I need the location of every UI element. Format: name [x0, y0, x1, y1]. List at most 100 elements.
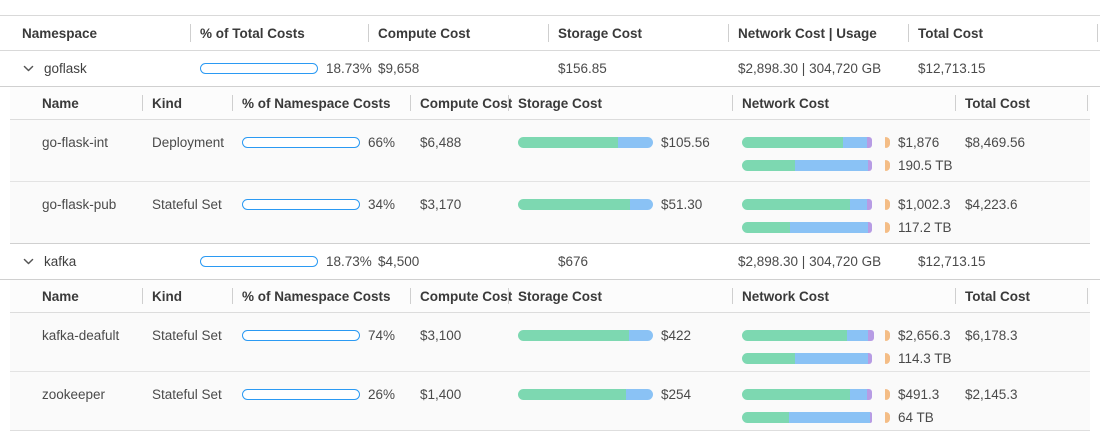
network-bar-tip	[885, 160, 890, 171]
workload-row-kafka-deafult: kafka-deafult Stateful Set 74% $3,100 $4…	[10, 313, 1090, 372]
workload-name: go-flask-pub	[42, 197, 117, 212]
column-header-total-cost: Total Cost	[955, 280, 1090, 312]
compute-cost-value: $3,170	[420, 197, 462, 212]
column-header-name: Name	[42, 95, 79, 111]
column-header-namespace: Namespace	[22, 25, 98, 41]
pct-namespace-costs-value: 34%	[368, 197, 396, 212]
storage-cost-value: $156.85	[558, 61, 607, 76]
network-usage-bar	[742, 353, 875, 364]
compute-cost-value: $3,100	[420, 328, 462, 343]
storage-cost-value: $254	[661, 387, 692, 402]
network-usage-bar	[742, 222, 875, 233]
pct-total-costs-bar	[200, 63, 318, 74]
total-cost-value: $12,713.15	[918, 254, 986, 269]
workload-kind: Stateful Set	[152, 197, 222, 212]
workload-kind: Stateful Set	[152, 328, 222, 343]
pct-namespace-costs-bar	[242, 330, 360, 341]
pct-namespace-costs-value: 26%	[368, 387, 396, 402]
pct-total-costs-value: 18.73%	[326, 254, 372, 269]
network-bar-tip	[885, 389, 890, 400]
column-header-storage-cost: Storage Cost	[548, 16, 728, 50]
kafka-workloads-table: Name Kind % of Namespace Costs Compute C…	[10, 280, 1090, 431]
column-header-storage-cost: Storage Cost	[508, 280, 732, 312]
workload-header-row: Name Kind % of Namespace Costs Compute C…	[10, 87, 1090, 120]
network-cost-usage-value: $2,898.30 | 304,720 GB	[738, 254, 882, 269]
network-bar-tip	[885, 222, 890, 233]
network-cost-bar	[742, 389, 875, 400]
network-cost-bar	[742, 330, 875, 341]
chevron-down-icon[interactable]	[22, 62, 35, 75]
namespace-name: goflask	[44, 61, 87, 76]
main-header-row: Namespace % of Total Costs Compute Cost …	[0, 16, 1100, 51]
compute-cost-value: $1,400	[420, 387, 462, 402]
namespace-row-goflask[interactable]: goflask 18.73% $9,658 $156.85 $2,898.30 …	[0, 51, 1100, 87]
storage-cost-bar	[518, 137, 653, 148]
network-bar-tip	[885, 199, 890, 210]
pct-total-costs-value: 18.73%	[326, 61, 372, 76]
total-cost-value: $4,223.6	[965, 197, 1018, 212]
compute-cost-value: $4,500	[378, 254, 420, 269]
storage-cost-value: $422	[661, 328, 692, 343]
network-usage-value: 190.5 TB	[898, 158, 953, 173]
network-cost-value: $2,656.3	[898, 328, 951, 343]
total-cost-value: $6,178.3	[965, 328, 1018, 343]
workload-kind: Stateful Set	[152, 387, 222, 402]
column-header-pct-namespace-costs: % of Namespace Costs	[232, 87, 410, 119]
network-usage-bar	[742, 412, 875, 423]
compute-cost-value: $9,658	[378, 61, 420, 76]
storage-cost-value: $105.56	[661, 135, 710, 150]
workload-row-go-flask-pub: go-flask-pub Stateful Set 34% $3,170 $51…	[10, 182, 1090, 244]
pct-namespace-costs-bar	[242, 199, 360, 210]
pct-namespace-costs-value: 74%	[368, 328, 396, 343]
pct-namespace-costs-value: 66%	[368, 135, 396, 150]
network-usage-value: 114.3 TB	[898, 351, 952, 366]
workload-row-zookeeper: zookeeper Stateful Set 26% $1,400 $254	[10, 372, 1090, 431]
column-header-total-cost: Total Cost	[908, 16, 1100, 50]
storage-cost-bar	[518, 199, 653, 210]
total-cost-value: $12,713.15	[918, 61, 986, 76]
storage-cost-bar	[518, 330, 653, 341]
column-header-pct-total-costs: % of Total Costs	[190, 16, 368, 50]
workload-row-go-flask-int: go-flask-int Deployment 66% $6,488 $105.…	[10, 120, 1090, 182]
chevron-down-icon[interactable]	[22, 255, 35, 268]
pct-namespace-costs-bar	[242, 389, 360, 400]
storage-cost-value: $676	[558, 254, 589, 269]
network-cost-bar	[742, 199, 875, 210]
network-cost-usage-value: $2,898.30 | 304,720 GB	[738, 61, 882, 76]
column-header-kind: Kind	[142, 87, 232, 119]
network-bar-tip	[885, 353, 890, 364]
network-bar-tip	[885, 330, 890, 341]
column-header-compute-cost: Compute Cost	[410, 280, 512, 312]
column-header-compute-cost: Compute Cost	[368, 16, 548, 50]
total-cost-value: $8,469.56	[965, 135, 1026, 150]
network-usage-bar	[742, 160, 875, 171]
pct-total-costs-bar	[200, 256, 318, 267]
storage-cost-bar	[518, 389, 653, 400]
workload-name: kafka-deafult	[42, 328, 120, 343]
column-header-pct-namespace-costs: % of Namespace Costs	[232, 280, 410, 312]
network-cost-value: $491.3	[898, 387, 940, 402]
top-divider	[0, 0, 1100, 16]
network-cost-value: $1,876	[898, 135, 940, 150]
network-cost-bar	[742, 137, 875, 148]
network-usage-value: 117.2 TB	[898, 220, 952, 235]
column-header-compute-cost: Compute Cost	[410, 87, 512, 119]
storage-cost-value: $51.30	[661, 197, 703, 212]
network-bar-tip	[885, 137, 890, 148]
namespace-name: kafka	[44, 254, 77, 269]
network-cost-value: $1,002.3	[898, 197, 951, 212]
column-header-network-cost: Network Cost	[732, 280, 955, 312]
column-header-network-cost-usage: Network Cost | Usage	[728, 16, 908, 50]
workload-name: zookeeper	[42, 387, 106, 402]
column-header-total-cost: Total Cost	[955, 87, 1090, 119]
workload-name: go-flask-int	[42, 135, 109, 150]
total-cost-value: $2,145.3	[965, 387, 1018, 402]
column-header-kind: Kind	[142, 280, 232, 312]
goflask-workloads-table: Name Kind % of Namespace Costs Compute C…	[10, 87, 1090, 244]
network-usage-value: 64 TB	[898, 410, 934, 425]
compute-cost-value: $6,488	[420, 135, 462, 150]
column-header-name: Name	[42, 288, 79, 304]
workload-kind: Deployment	[152, 135, 225, 150]
namespace-row-kafka[interactable]: kafka 18.73% $4,500 $676 $2,898.30 | 304…	[0, 244, 1100, 280]
